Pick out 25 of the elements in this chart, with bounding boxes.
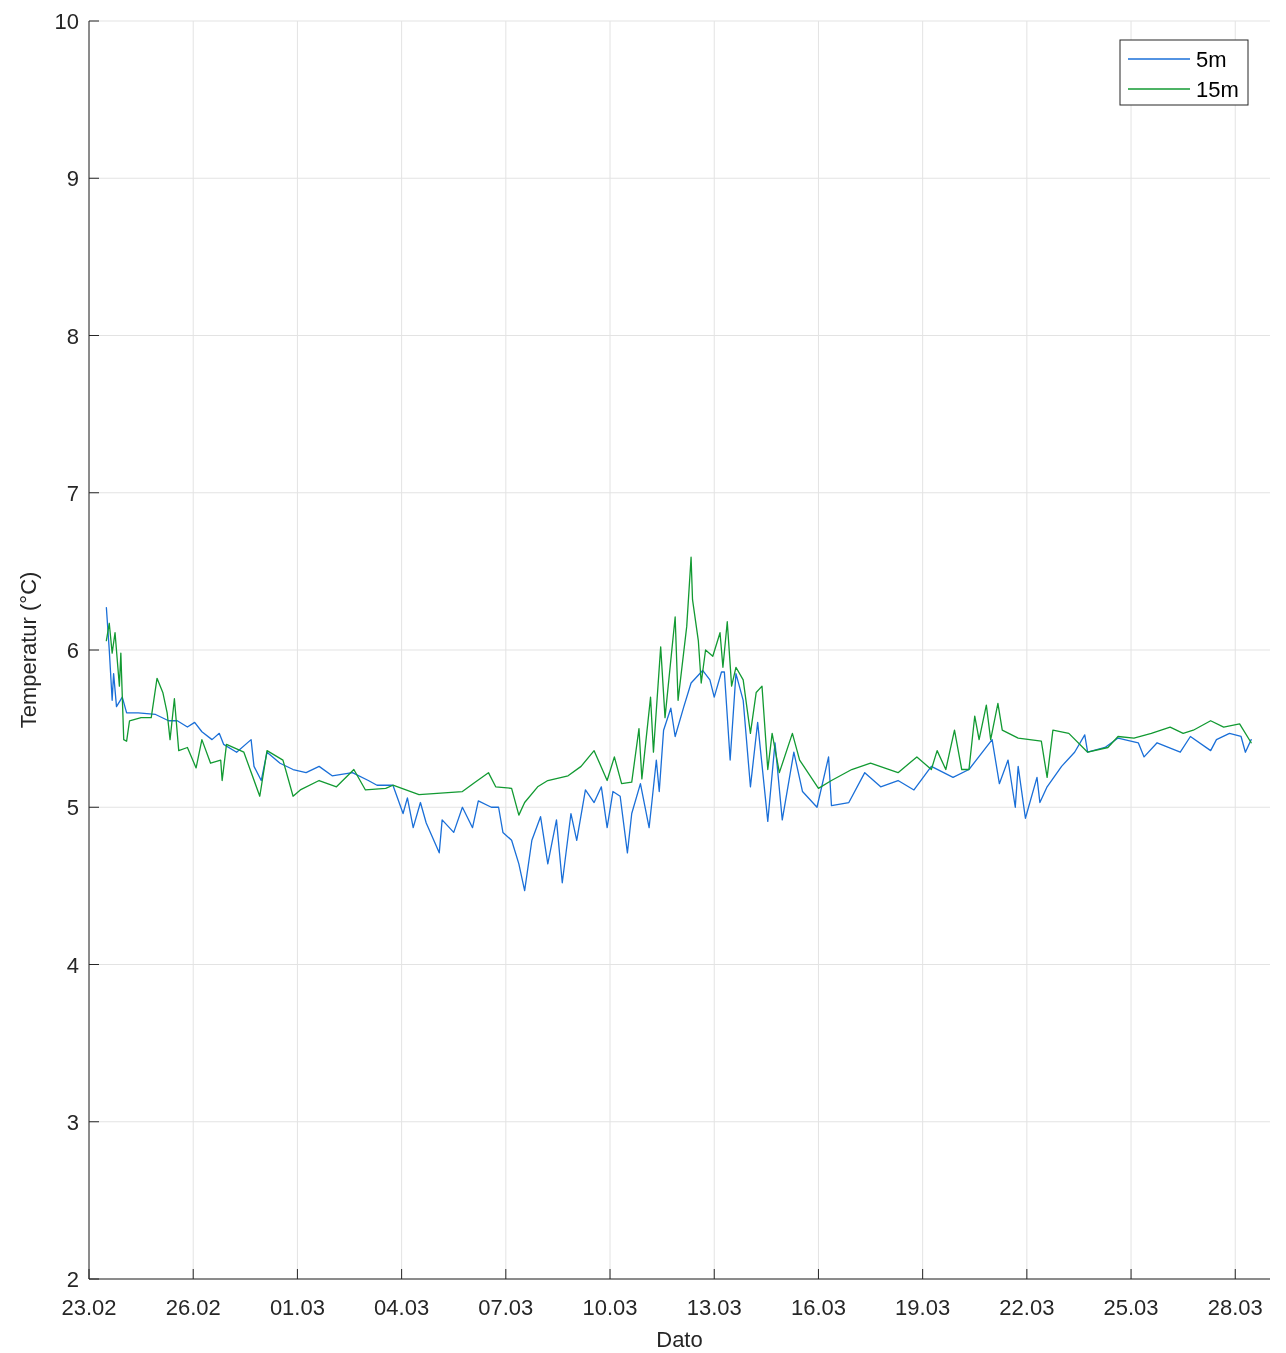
- x-tick-label: 04.03: [374, 1295, 430, 1320]
- y-tick-label: 9: [66, 166, 79, 192]
- x-tick-label: 19.03: [895, 1295, 951, 1320]
- y-tick-label: 10: [54, 9, 79, 34]
- legend-label: 15m: [1196, 77, 1239, 102]
- y-tick-label: 5: [66, 795, 79, 821]
- x-tick-label: 13.03: [686, 1295, 742, 1320]
- x-tick-label: 10.03: [582, 1295, 638, 1320]
- x-axis-title: Dato: [656, 1327, 703, 1352]
- x-tick-label: 23.02: [61, 1295, 117, 1320]
- y-tick-label: 3: [66, 1109, 79, 1135]
- y-tick-label: 8: [66, 323, 79, 349]
- y-tick-label: 2: [66, 1267, 79, 1292]
- x-tick-label: 25.03: [1103, 1295, 1159, 1320]
- y-tick-label: 4: [66, 952, 79, 978]
- x-tick-label: 26.02: [165, 1295, 221, 1320]
- y-tick-label: 6: [66, 638, 79, 663]
- y-axis-title: Temperatur (°C): [16, 571, 41, 729]
- y-tick-label: 7: [66, 480, 79, 506]
- x-tick-label: 28.03: [1207, 1295, 1263, 1320]
- x-tick-label: 22.03: [999, 1295, 1055, 1320]
- x-tick-label: 07.03: [478, 1295, 534, 1320]
- x-tick-label: 01.03: [269, 1295, 325, 1320]
- legend-label: 5m: [1196, 47, 1227, 72]
- x-tick-label: 16.03: [790, 1295, 846, 1320]
